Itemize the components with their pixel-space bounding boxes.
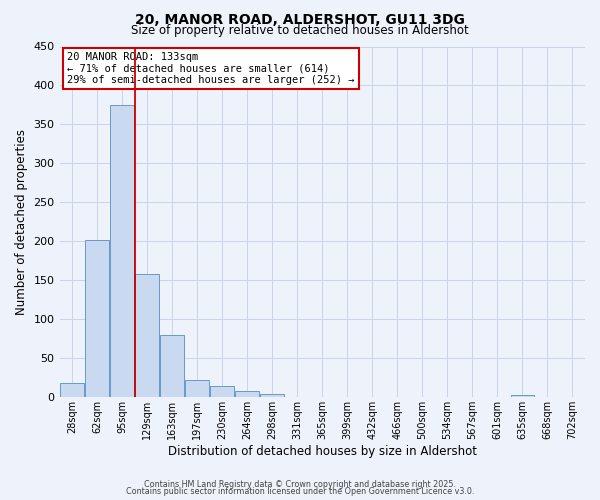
Bar: [235, 392, 259, 397]
Bar: [85, 240, 109, 397]
Bar: [135, 274, 159, 397]
Y-axis label: Number of detached properties: Number of detached properties: [15, 128, 28, 314]
Text: 20, MANOR ROAD, ALDERSHOT, GU11 3DG: 20, MANOR ROAD, ALDERSHOT, GU11 3DG: [135, 12, 465, 26]
Bar: [185, 380, 209, 397]
X-axis label: Distribution of detached houses by size in Aldershot: Distribution of detached houses by size …: [168, 444, 477, 458]
Bar: [210, 386, 234, 397]
Bar: [260, 394, 284, 397]
Text: Contains public sector information licensed under the Open Government Licence v3: Contains public sector information licen…: [126, 487, 474, 496]
Text: Contains HM Land Registry data © Crown copyright and database right 2025.: Contains HM Land Registry data © Crown c…: [144, 480, 456, 489]
Bar: [110, 105, 134, 397]
Bar: [160, 334, 184, 397]
Text: Size of property relative to detached houses in Aldershot: Size of property relative to detached ho…: [131, 24, 469, 37]
Bar: [511, 395, 535, 397]
Text: 20 MANOR ROAD: 133sqm
← 71% of detached houses are smaller (614)
29% of semi-det: 20 MANOR ROAD: 133sqm ← 71% of detached …: [67, 52, 355, 85]
Bar: [60, 383, 84, 397]
